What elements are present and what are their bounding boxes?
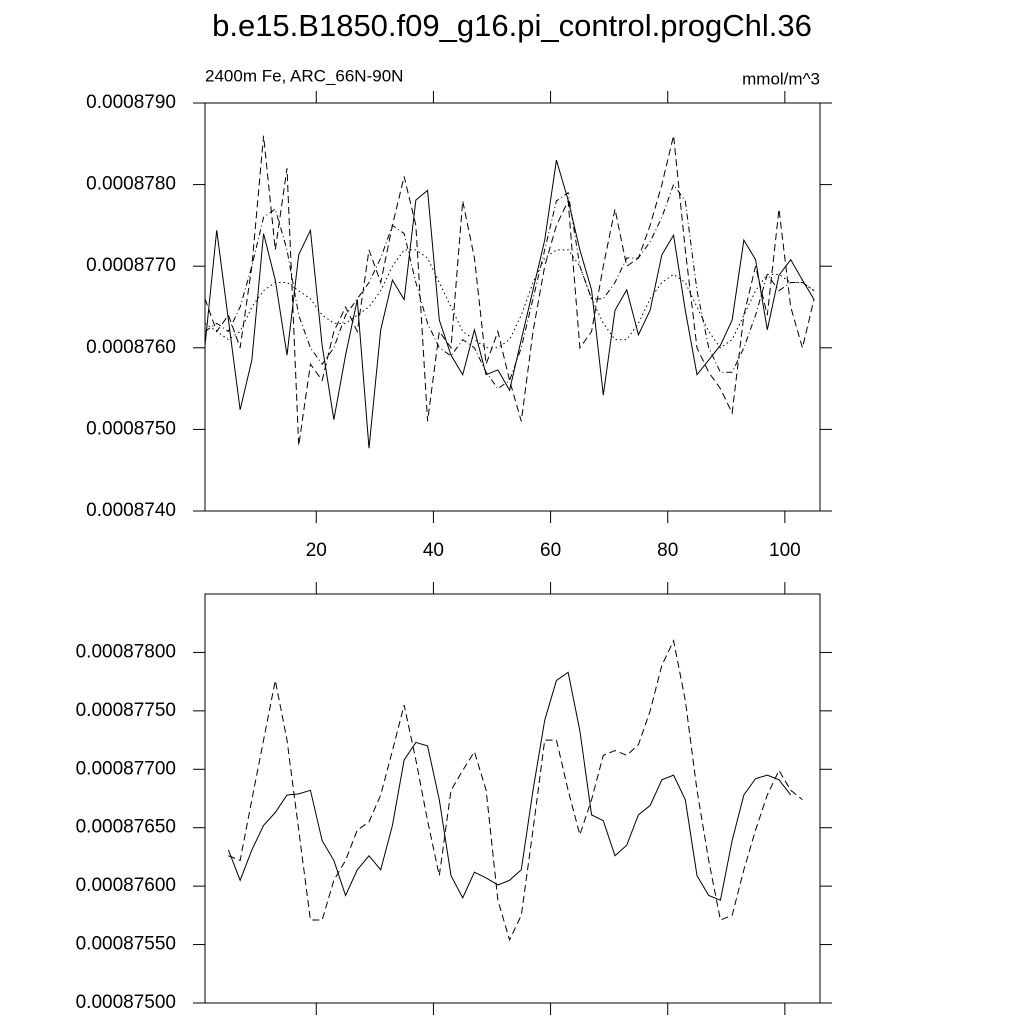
x-tick-label: 80 <box>657 540 678 561</box>
data-line <box>204 183 815 390</box>
y-tick-label: 0.00087700 <box>76 758 176 779</box>
y-tick-label: 0.0008780 <box>86 174 176 195</box>
subtitle-right: mmol/m^3 <box>742 69 820 88</box>
y-tick-label: 0.00087500 <box>76 992 176 1013</box>
y-tick-label: 0.00087550 <box>76 934 176 955</box>
y-tick-label: 0.0008770 <box>86 255 176 276</box>
x-tick-label: 20 <box>306 540 327 561</box>
y-tick-label: 0.0008760 <box>86 337 176 358</box>
y-tick-label: 0.0008740 <box>86 500 176 521</box>
data-line <box>204 135 815 446</box>
data-line <box>204 249 815 349</box>
x-tick-label: 100 <box>769 540 801 561</box>
chart-title: b.e15.B1850.f09_g16.pi_control.progChl.3… <box>212 8 812 43</box>
y-tick-label: 0.00087650 <box>76 817 176 838</box>
subtitle-left: 2400m Fe, ARC_66N-90N <box>205 66 403 85</box>
data-line <box>228 639 803 942</box>
y-tick-label: 0.00087750 <box>76 700 176 721</box>
y-tick-label: 0.0008790 <box>86 92 176 113</box>
x-tick-label: 60 <box>540 540 561 561</box>
y-tick-label: 0.00087600 <box>76 875 176 896</box>
plot-frame <box>204 593 821 1004</box>
data-line <box>227 671 792 901</box>
plot-frame <box>204 102 821 512</box>
x-tick-label: 40 <box>423 540 444 561</box>
y-tick-label: 0.0008750 <box>86 418 176 439</box>
y-tick-label: 0.00087800 <box>76 641 176 662</box>
